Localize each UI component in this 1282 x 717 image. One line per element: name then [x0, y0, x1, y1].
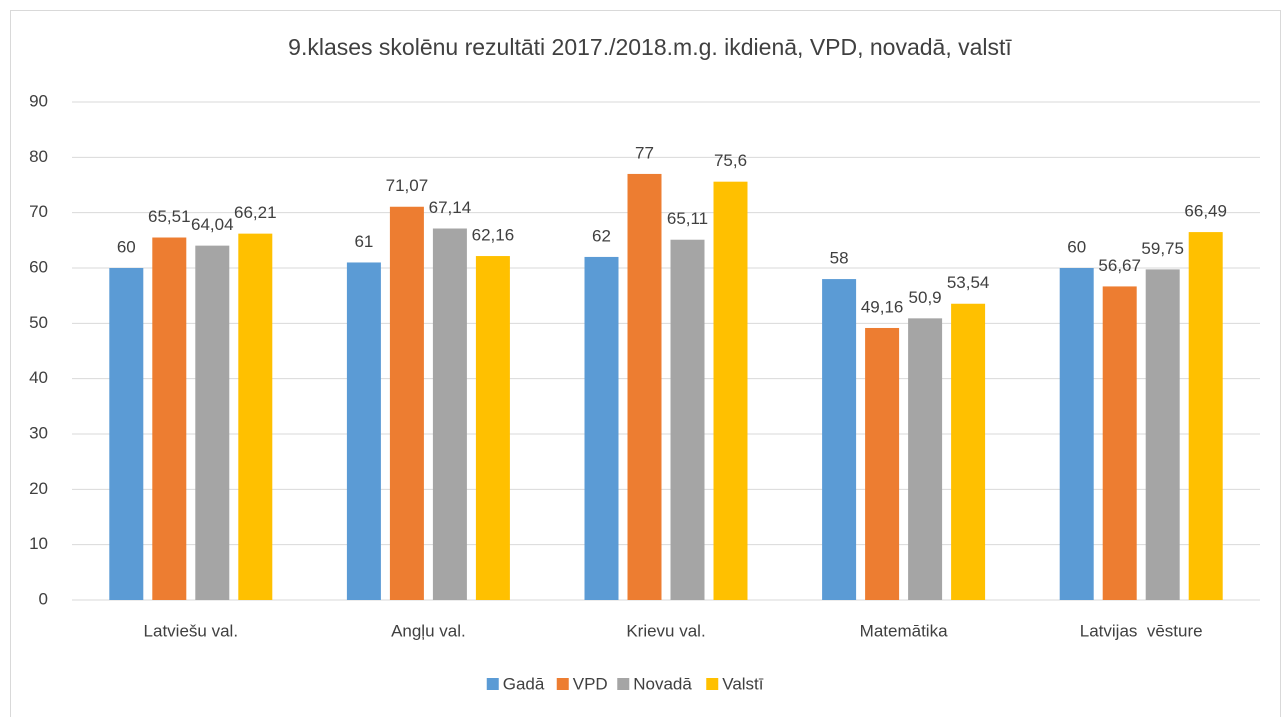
y-tick-label: 60 — [29, 257, 48, 276]
bar — [109, 268, 144, 600]
bar — [822, 279, 857, 600]
data-label: 65,11 — [667, 209, 708, 228]
legend-label: Novadā — [633, 674, 692, 693]
bar — [1145, 269, 1180, 600]
bar — [670, 239, 705, 600]
data-label: 62 — [592, 226, 611, 245]
bar — [1188, 232, 1223, 600]
data-label: 66,21 — [234, 203, 277, 222]
bar — [1102, 286, 1137, 600]
data-label: 59,75 — [1141, 239, 1184, 258]
bar — [865, 327, 900, 600]
x-tick-label: Latvijas vēsture — [1080, 621, 1203, 640]
data-label: 60 — [117, 237, 136, 256]
bar — [475, 256, 510, 600]
data-label: 62,16 — [472, 226, 515, 245]
legend-label: Valstī — [722, 674, 764, 693]
y-tick-label: 10 — [29, 534, 48, 553]
bar — [713, 181, 748, 600]
bar — [951, 303, 986, 600]
y-tick-label: 20 — [29, 479, 48, 498]
y-tick-label: 80 — [29, 147, 48, 166]
x-tick-label: Matemātika — [860, 621, 948, 640]
y-tick-label: 50 — [29, 313, 48, 332]
y-tick-label: 90 — [29, 91, 48, 110]
legend-label: VPD — [573, 674, 608, 693]
x-tick-label: Krievu val. — [626, 621, 705, 640]
bar — [908, 318, 943, 600]
data-label: 66,49 — [1184, 202, 1227, 221]
data-label: 58 — [830, 249, 849, 268]
data-label: 49,16 — [861, 297, 904, 316]
bar — [346, 262, 381, 600]
legend-swatch — [617, 678, 630, 690]
bar — [584, 256, 619, 600]
y-tick-label: 30 — [29, 423, 48, 442]
data-label: 50,9 — [909, 288, 942, 307]
bar — [432, 228, 467, 600]
legend-swatch — [486, 678, 499, 690]
bar — [238, 233, 273, 600]
data-label: 75,6 — [714, 151, 747, 170]
y-tick-label: 70 — [29, 202, 48, 221]
data-label: 60 — [1067, 237, 1086, 256]
bar — [1059, 268, 1094, 600]
data-label: 56,67 — [1098, 256, 1141, 275]
x-tick-label: Angļu val. — [391, 621, 466, 640]
data-label: 64,04 — [191, 215, 234, 234]
legend-swatch — [706, 678, 719, 690]
x-tick-label: Latviešu val. — [144, 621, 239, 640]
bar — [195, 245, 230, 601]
bar — [627, 173, 662, 600]
data-label: 65,51 — [148, 207, 191, 226]
y-tick-label: 40 — [29, 368, 48, 387]
bar — [389, 206, 424, 600]
bar — [152, 237, 187, 600]
legend-swatch — [556, 678, 569, 690]
data-label: 67,14 — [429, 198, 472, 217]
legend-label: Gadā — [503, 674, 545, 693]
y-tick-label: 0 — [39, 589, 48, 608]
data-label: 77 — [635, 143, 654, 162]
data-label: 53,54 — [947, 273, 990, 292]
chart-title: 9.klases skolēnu rezultāti 2017./2018.m.… — [288, 34, 1012, 60]
data-label: 61 — [354, 232, 373, 251]
data-label: 71,07 — [386, 176, 429, 195]
